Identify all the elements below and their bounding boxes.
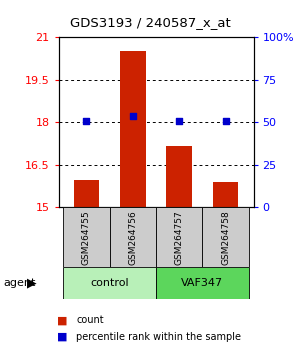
Text: agent: agent	[3, 278, 35, 288]
Text: count: count	[76, 315, 104, 325]
Text: ■: ■	[57, 332, 68, 342]
Bar	[167, 146, 192, 207]
Text: control: control	[90, 278, 129, 288]
Point	[177, 118, 182, 124]
Bar	[202, 207, 249, 267]
Bar	[156, 207, 202, 267]
Point	[84, 118, 89, 124]
Bar	[63, 207, 110, 267]
Text: percentile rank within the sample: percentile rank within the sample	[76, 332, 242, 342]
Text: ▶: ▶	[27, 277, 36, 290]
Text: GSM264756: GSM264756	[128, 210, 137, 264]
Text: VAF347: VAF347	[182, 278, 224, 288]
Bar	[120, 51, 146, 207]
Point	[130, 114, 135, 119]
Text: GSM264758: GSM264758	[221, 210, 230, 264]
Text: GDS3193 / 240587_x_at: GDS3193 / 240587_x_at	[70, 16, 230, 29]
Bar	[74, 180, 99, 207]
Bar	[213, 182, 239, 207]
Text: GSM264755: GSM264755	[82, 210, 91, 264]
Text: GSM264757: GSM264757	[175, 210, 184, 264]
Text: ■: ■	[57, 315, 68, 325]
Point	[223, 118, 228, 124]
Bar	[110, 207, 156, 267]
Bar	[156, 267, 249, 299]
Bar	[63, 267, 156, 299]
